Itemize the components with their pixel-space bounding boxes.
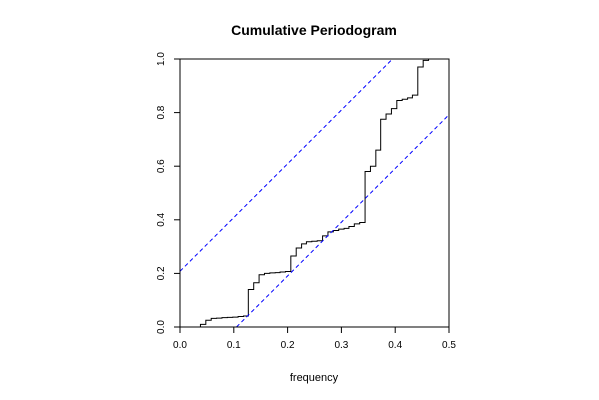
plot-frame [179, 58, 450, 328]
x-tick-label-3: 0.3 [334, 340, 348, 351]
y-tick-label-4: 0.8 [156, 105, 167, 119]
x-tick-label-5: 0.5 [442, 340, 456, 351]
y-tick-label-5: 1.0 [156, 52, 167, 66]
y-tick-label-3: 0.6 [156, 159, 167, 173]
x-tick-label-2: 0.2 [281, 340, 295, 351]
x-axis: 0.0 0.1 0.2 0.3 0.4 0.5 [173, 327, 456, 351]
cumulative-periodogram-line [180, 59, 449, 327]
y-tick-label-1: 0.2 [156, 266, 167, 280]
x-tick-label-4: 0.4 [388, 340, 402, 351]
x-axis-label: frequency [290, 372, 339, 384]
y-tick-label-2: 0.4 [156, 212, 167, 226]
y-tick-label-0: 0.0 [156, 320, 167, 334]
upper-confidence-band-line [180, 59, 393, 272]
chart-title: Cumulative Periodogram [231, 22, 397, 38]
series-layer [180, 59, 449, 327]
lower-confidence-band-line [236, 114, 449, 327]
y-axis: 0.0 0.2 0.4 0.6 0.8 1.0 [156, 52, 180, 334]
x-tick-label-1: 0.1 [227, 340, 241, 351]
x-tick-label-0: 0.0 [173, 340, 187, 351]
